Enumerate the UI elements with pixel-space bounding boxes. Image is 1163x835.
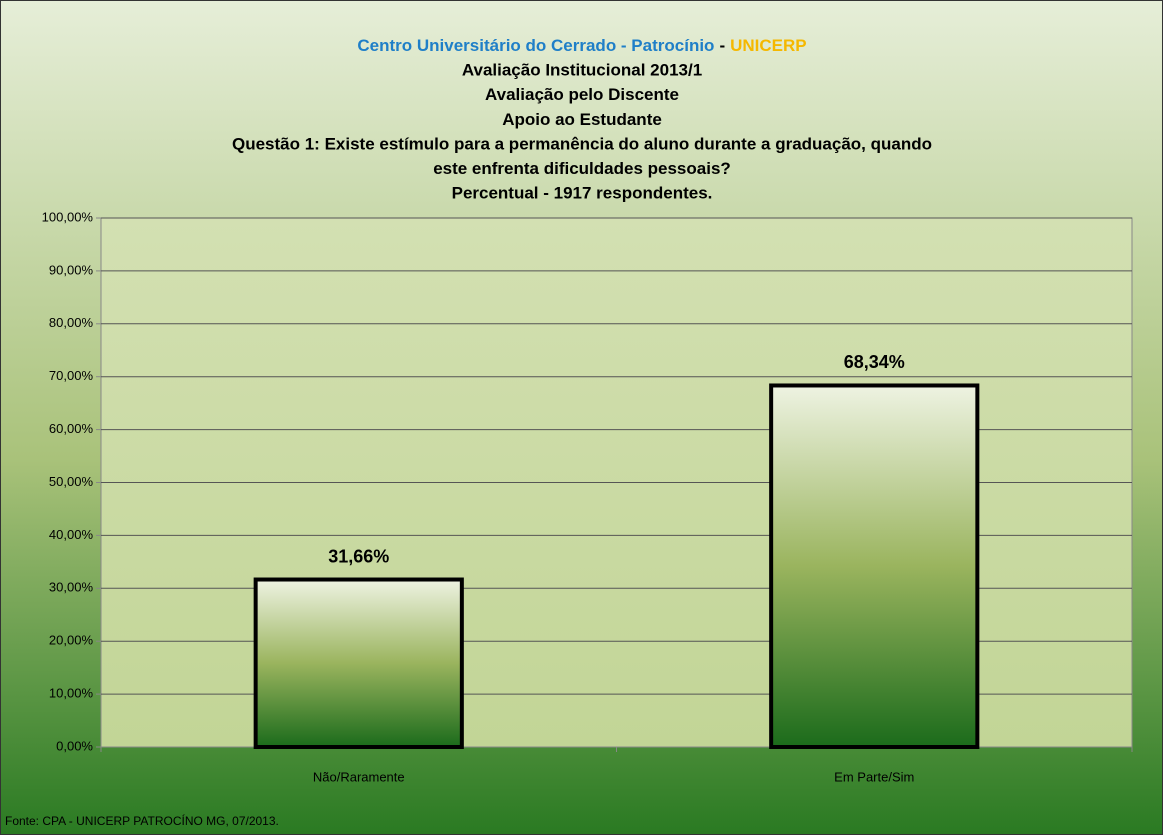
chart-title-line: Percentual - 1917 respondentes.: [452, 184, 713, 203]
value-label: 68,34%: [844, 352, 905, 372]
source-note: Fonte: CPA - UNICERP PATROCÍNO MG, 07/20…: [5, 813, 279, 828]
chart-title-line: Avaliação pelo Discente: [485, 86, 679, 105]
y-tick-label: 40,00%: [49, 527, 94, 542]
y-tick-label: 100,00%: [42, 209, 94, 224]
title-segment: -: [719, 36, 725, 55]
y-tick-label: 60,00%: [49, 421, 94, 436]
y-tick-label: 90,00%: [49, 262, 94, 277]
title-segment: Questão 1: Existe estímulo para a perman…: [232, 135, 932, 154]
chart-title-line: Centro Universitário do Cerrado - Patroc…: [357, 36, 806, 55]
chart-title-line: Apoio ao Estudante: [502, 110, 662, 129]
chart-title-line: Questão 1: Existe estímulo para a perman…: [232, 135, 932, 154]
value-label: 31,66%: [328, 546, 389, 566]
y-tick-label: 0,00%: [56, 738, 93, 753]
title-segment: UNICERP: [730, 36, 807, 55]
y-tick-label: 30,00%: [49, 580, 94, 595]
title-segment: Centro Universitário do Cerrado - Patroc…: [357, 36, 714, 55]
y-tick-label: 20,00%: [49, 633, 94, 648]
y-tick-label: 10,00%: [49, 686, 94, 701]
bar: [769, 383, 980, 749]
chart-title-line: Avaliação Institucional 2013/1: [462, 61, 702, 80]
y-tick-label: 50,00%: [49, 474, 94, 489]
title-segment: Percentual - 1917 respondentes.: [452, 184, 713, 203]
x-tick-label: Não/Raramente: [313, 769, 405, 784]
title-segment: Avaliação pelo Discente: [485, 86, 679, 105]
y-tick-label: 70,00%: [49, 368, 94, 383]
bar: [253, 577, 464, 750]
title-segment: este enfrenta dificuldades pessoais?: [433, 159, 731, 178]
title-segment: Avaliação Institucional 2013/1: [462, 61, 702, 80]
chart-title-line: este enfrenta dificuldades pessoais?: [433, 159, 731, 178]
title-segment: Apoio ao Estudante: [502, 110, 662, 129]
x-tick-label: Em Parte/Sim: [834, 769, 914, 784]
y-tick-label: 80,00%: [49, 315, 94, 330]
